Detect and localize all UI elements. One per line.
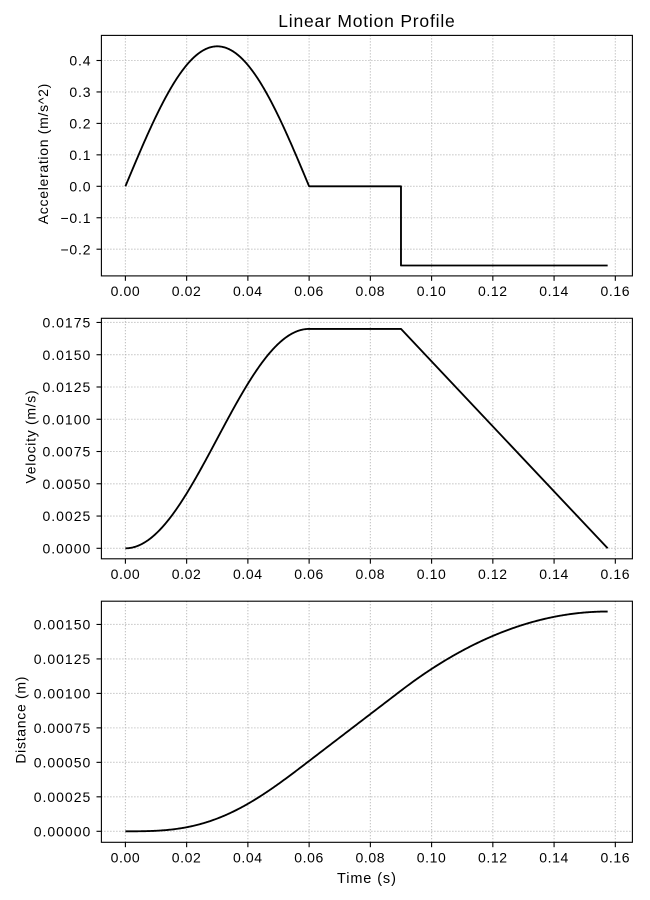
svg-text:0.16: 0.16 [600,849,630,865]
svg-text:0.12: 0.12 [478,283,508,299]
svg-text:0.0: 0.0 [69,178,91,194]
svg-text:0.12: 0.12 [478,566,508,582]
svg-text:0.02: 0.02 [172,849,202,865]
svg-text:0.00000: 0.00000 [34,823,92,839]
svg-text:0.16: 0.16 [600,566,630,582]
svg-text:0.00: 0.00 [111,283,141,299]
svg-text:0.00: 0.00 [111,566,141,582]
svg-text:Time (s): Time (s) [337,871,397,887]
svg-text:0.14: 0.14 [539,566,569,582]
svg-text:0.16: 0.16 [600,283,630,299]
svg-text:0.04: 0.04 [233,849,263,865]
svg-text:0.0150: 0.0150 [42,347,91,363]
svg-text:0.10: 0.10 [417,283,447,299]
svg-text:Acceleration (m/s^2): Acceleration (m/s^2) [35,83,51,224]
svg-text:0.02: 0.02 [172,566,202,582]
svg-text:0.0050: 0.0050 [42,476,91,492]
svg-text:0.0175: 0.0175 [42,315,91,331]
svg-text:0.02: 0.02 [172,283,202,299]
svg-text:0.0025: 0.0025 [42,508,91,524]
svg-text:0.10: 0.10 [417,849,447,865]
svg-text:0.1: 0.1 [69,147,91,163]
svg-text:0.4: 0.4 [69,53,91,69]
svg-text:0.06: 0.06 [294,283,324,299]
svg-text:0.14: 0.14 [539,283,569,299]
svg-text:0.00100: 0.00100 [34,686,92,702]
svg-text:0.0000: 0.0000 [42,540,91,556]
svg-text:0.08: 0.08 [356,849,386,865]
svg-text:0.06: 0.06 [294,849,324,865]
svg-text:0.0075: 0.0075 [42,444,91,460]
svg-text:0.00025: 0.00025 [34,789,92,805]
svg-text:−0.2: −0.2 [60,241,91,257]
svg-text:0.00050: 0.00050 [34,754,92,770]
svg-text:0.06: 0.06 [294,566,324,582]
svg-text:0.04: 0.04 [233,566,263,582]
svg-text:0.00125: 0.00125 [34,651,92,667]
svg-text:0.3: 0.3 [69,84,91,100]
svg-text:Velocity (m/s): Velocity (m/s) [23,390,39,484]
svg-text:−0.1: −0.1 [60,210,91,226]
svg-text:0.2: 0.2 [69,116,91,132]
svg-text:0.00: 0.00 [111,849,141,865]
svg-text:0.00150: 0.00150 [34,617,92,633]
svg-text:0.14: 0.14 [539,849,569,865]
svg-text:Linear Motion Profile: Linear Motion Profile [278,11,455,31]
svg-text:0.0125: 0.0125 [42,379,91,395]
svg-text:Distance (m): Distance (m) [13,676,29,764]
svg-text:0.04: 0.04 [233,283,263,299]
svg-text:0.0100: 0.0100 [42,411,91,427]
svg-text:0.12: 0.12 [478,849,508,865]
svg-text:0.08: 0.08 [356,283,386,299]
svg-text:0.00075: 0.00075 [34,720,92,736]
svg-text:0.10: 0.10 [417,566,447,582]
svg-text:0.08: 0.08 [356,566,386,582]
